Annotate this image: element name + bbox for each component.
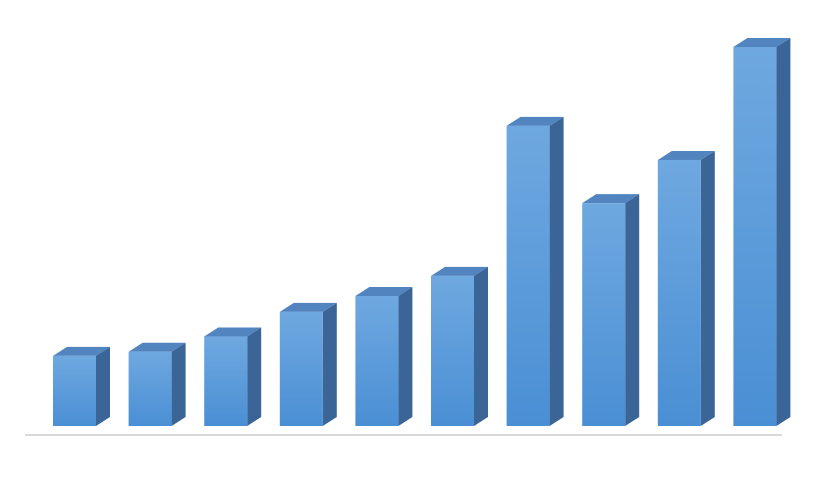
bar-front-face — [657, 159, 701, 426]
bar — [431, 266, 488, 426]
bar-front-face — [506, 125, 550, 426]
bar-front-face — [355, 296, 399, 426]
bar — [355, 287, 413, 426]
bar-top-face — [279, 302, 337, 312]
bar-side-face — [247, 327, 262, 426]
bar — [733, 38, 791, 426]
bar — [279, 302, 337, 426]
bar-side-face — [549, 116, 564, 426]
bar-top-face — [733, 38, 791, 47]
bar-top-face — [506, 116, 564, 126]
bar-top-face — [355, 287, 413, 297]
bar-side-face — [171, 342, 186, 426]
bar-front-face — [582, 203, 626, 426]
bar — [204, 327, 262, 426]
bar-side-face — [700, 150, 715, 426]
bar-front-face — [279, 311, 323, 426]
bar-front-face — [128, 351, 172, 426]
bar-front-face — [53, 355, 96, 426]
bar-side-face — [96, 346, 110, 426]
bar-front-face — [733, 47, 777, 426]
bar-front-face — [431, 275, 474, 426]
bar-side-face — [474, 266, 488, 426]
bar — [128, 342, 186, 426]
bar-top-face — [53, 346, 110, 356]
bar — [506, 116, 564, 426]
bar-side-face — [625, 194, 640, 426]
bar-top-face — [657, 150, 715, 160]
bar-side-face — [776, 38, 791, 426]
bar — [582, 194, 640, 426]
bar-series — [53, 38, 791, 426]
bar-side-face — [398, 287, 413, 426]
bar — [657, 150, 715, 426]
bar-top-face — [431, 266, 488, 276]
bar-side-face — [322, 302, 337, 426]
bar-front-face — [204, 336, 248, 426]
bar — [53, 346, 110, 426]
bar-top-face — [204, 327, 262, 337]
bar-top-face — [582, 194, 640, 204]
bar-top-face — [128, 342, 186, 352]
